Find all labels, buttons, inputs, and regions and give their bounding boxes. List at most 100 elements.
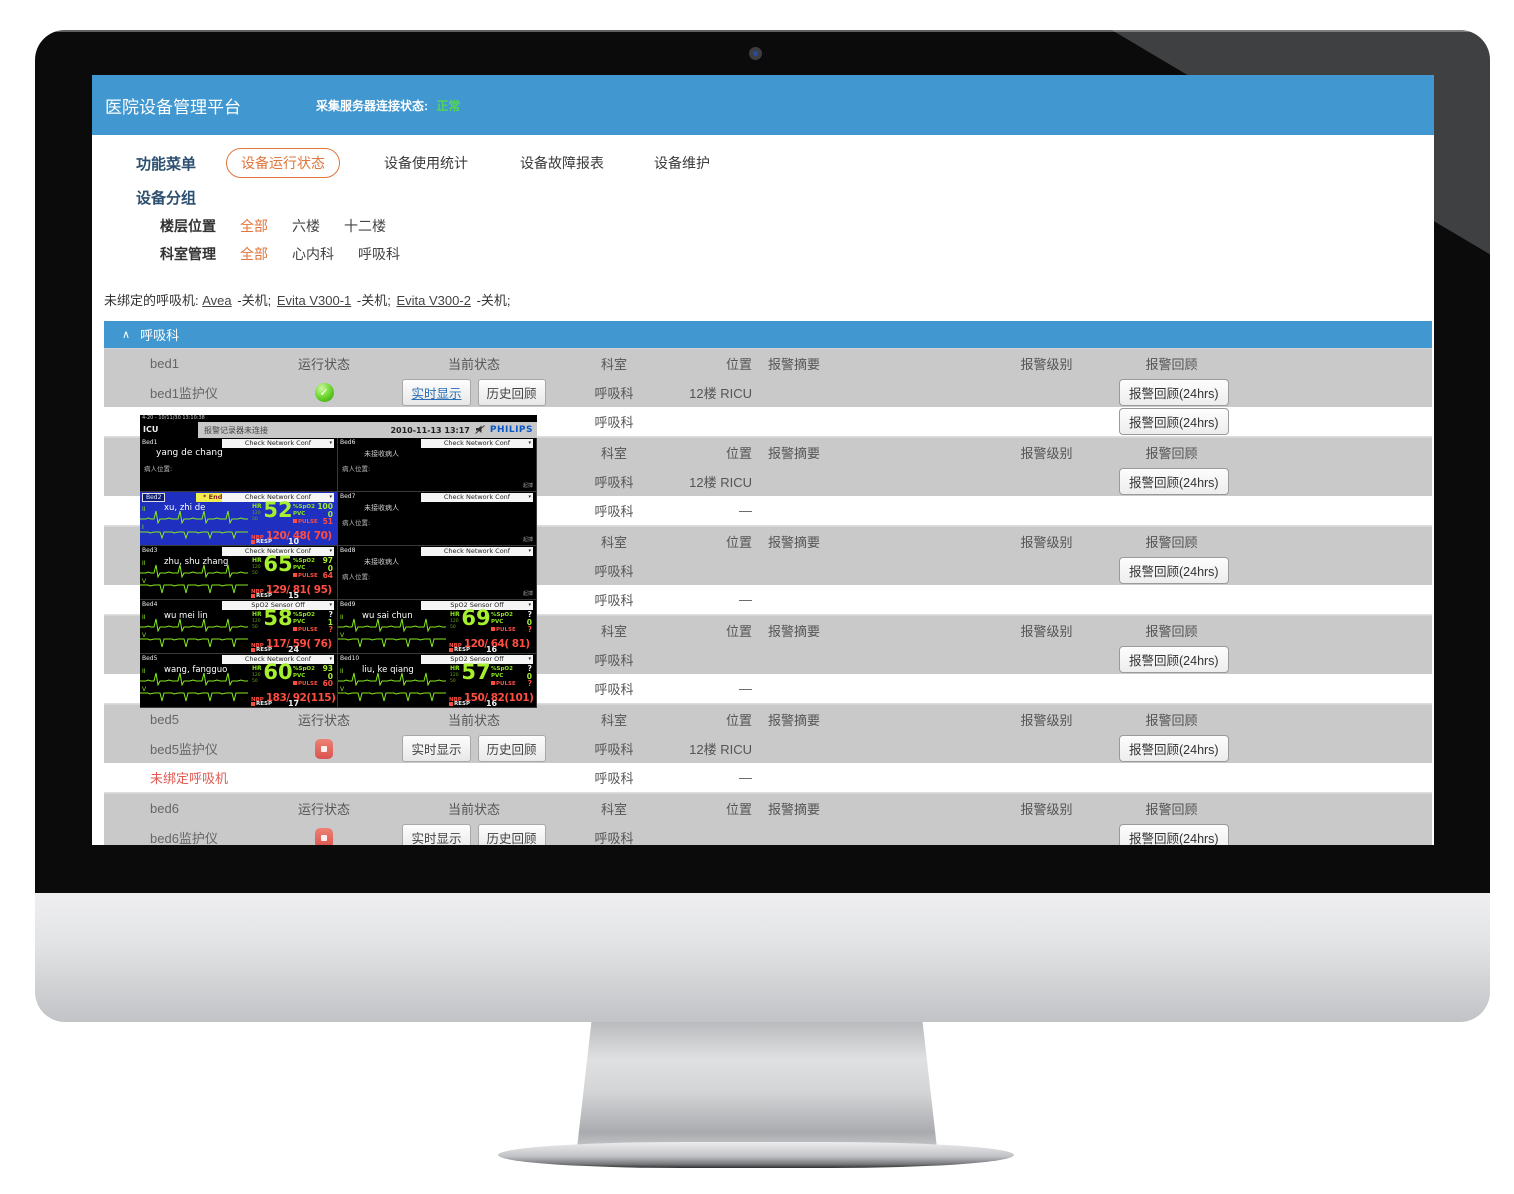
- pulse-value: 51: [322, 517, 333, 527]
- collapse-icon[interactable]: ∧: [122, 329, 131, 341]
- tab-device-running-status[interactable]: 设备运行状态: [226, 148, 341, 178]
- history-review-button[interactable]: 历史回顾: [477, 735, 546, 762]
- device-location: 12楼 RICU: [689, 475, 752, 490]
- alarm-review-24hrs-button[interactable]: 报警回顾(24hrs): [1119, 468, 1229, 495]
- tile-bed-label: Bed3: [142, 547, 158, 554]
- tile-dropdown[interactable]: Check Network Conf ▾: [222, 547, 334, 556]
- ecg-lead-label: V: [142, 686, 147, 693]
- col-dept: 科室: [600, 357, 627, 372]
- hr-limits: 120 50: [450, 619, 459, 630]
- alarm-review-24hrs-button[interactable]: 报警回顾(24hrs): [1119, 557, 1229, 584]
- col-alarm-level: 报警级别: [1020, 535, 1073, 550]
- tile-dropdown[interactable]: Check Network Conf ▾: [222, 493, 334, 502]
- tab-device-fault-report[interactable]: 设备故障报表: [520, 155, 605, 171]
- floor-option-all[interactable]: 全部: [240, 218, 268, 234]
- section-header-respiratory[interactable]: ∧ 呼吸科: [104, 321, 1432, 348]
- history-review-button[interactable]: 历史回顾: [477, 379, 546, 406]
- pvc-label: PVC: [491, 673, 504, 680]
- alarm-review-24hrs-button[interactable]: 报警回顾(24hrs): [1119, 646, 1229, 673]
- no-patient-message: 未接收病人: [364, 558, 399, 566]
- nbp-readout: NBP 150/ 82(101): [449, 692, 534, 704]
- col-alarm-review: 报警回顾: [1145, 535, 1198, 550]
- tile-dropdown[interactable]: Check Network Conf ▾: [222, 655, 334, 664]
- bed-label: bed6: [150, 801, 179, 816]
- history-review-button[interactable]: 历史回顾: [477, 824, 546, 845]
- patient-location-label: 病人位置:: [144, 465, 173, 473]
- ecg-lead-label: II: [142, 506, 146, 513]
- hr-label: HR: [252, 557, 262, 564]
- ventilator-location: —: [739, 770, 752, 785]
- pvc-label: PVC: [293, 565, 306, 572]
- patient-name: liu, ke qiang: [362, 665, 414, 675]
- alarm-review-24hrs-button[interactable]: 报警回顾(24hrs): [1119, 408, 1229, 435]
- ventilator-link-evita-v300-1[interactable]: Evita V300-1: [276, 293, 352, 308]
- group-header-row: bed1 运行状态 当前状态 科室 位置 报警摘要 报警级别 报警回顾: [104, 348, 1432, 378]
- col-location: 位置: [725, 535, 752, 550]
- tile-dropdown[interactable]: SpO2 Sensor Off ▾: [222, 601, 334, 610]
- hr-value: 65: [263, 552, 293, 576]
- status-ok-icon: ✓: [314, 383, 334, 402]
- hr-limits: 120 50: [450, 673, 459, 684]
- spo2-label: %SpO2: [491, 665, 513, 672]
- dept-option-cardiology[interactable]: 心内科: [292, 246, 334, 262]
- tile-dropdown[interactable]: Check Network Conf ▾: [222, 439, 334, 448]
- col-alarm-level: 报警级别: [1020, 357, 1073, 372]
- col-location: 位置: [725, 446, 752, 461]
- tile-dropdown[interactable]: Check Network Conf ▾: [421, 547, 533, 556]
- tile-dropdown[interactable]: SpO2 Sensor Off ▾: [421, 655, 533, 664]
- tab-device-maintenance[interactable]: 设备维护: [654, 155, 711, 171]
- floor-option-6f[interactable]: 六楼: [292, 218, 320, 234]
- alarm-review-24hrs-button[interactable]: 报警回顾(24hrs): [1119, 735, 1229, 762]
- floor-option-12f[interactable]: 十二楼: [344, 218, 386, 234]
- col-alarm-review: 报警回顾: [1145, 357, 1198, 372]
- bed-group: bed1 运行状态 当前状态 科室 位置 报警摘要 报警级别 报警回顾 bed1…: [104, 348, 1432, 437]
- resp-readout: RESP 24: [251, 645, 299, 653]
- ventilator-link-evita-v300-2[interactable]: Evita V300-2: [396, 293, 471, 308]
- webcam-icon: [749, 47, 762, 60]
- col-alarm-summary: 报警摘要: [768, 624, 821, 639]
- device-row: bed1监护仪 ✓ 实时显示 历史回顾 呼吸科 12楼 RICU 报警回顾(24…: [104, 378, 1432, 407]
- patient-location-label: 病人位置:: [342, 519, 371, 527]
- alarm-review-24hrs-button[interactable]: 报警回顾(24hrs): [1119, 379, 1229, 406]
- pulse-label: PULSE: [293, 572, 318, 579]
- ecg-lead-label: II: [142, 560, 146, 567]
- spo2-value: ?: [527, 610, 532, 620]
- device-name: bed5监护仪: [150, 742, 218, 757]
- pvc-label: PVC: [491, 619, 504, 626]
- nbp-readout: NBP 120/ 48( 70): [251, 530, 332, 542]
- col-alarm-level: 报警级别: [1020, 446, 1073, 461]
- monitor-stand-neck: [577, 1022, 937, 1148]
- monitor-chin: [35, 893, 1490, 1022]
- realtime-display-button[interactable]: 实时显示: [402, 735, 471, 762]
- monitor-stand-base: [498, 1142, 1014, 1168]
- ventilator-link-avea[interactable]: Avea: [202, 293, 232, 308]
- tile-dropdown[interactable]: Check Network Conf ▾: [421, 439, 533, 448]
- device-dept: 呼吸科: [594, 653, 634, 668]
- ventilator-location: —: [739, 592, 752, 607]
- realtime-display-button[interactable]: 实时显示: [402, 824, 471, 845]
- spo2-value: 100: [317, 502, 333, 512]
- pvc-value: 0: [526, 671, 532, 681]
- tile-dropdown[interactable]: SpO2 Sensor Off ▾: [421, 601, 533, 610]
- pvc-value: 0: [526, 617, 532, 627]
- tab-device-usage-stats[interactable]: 设备使用统计: [384, 155, 469, 171]
- alarm-review-24hrs-button[interactable]: 报警回顾(24hrs): [1119, 824, 1229, 845]
- hr-label: HR: [252, 503, 262, 510]
- resp-readout: RESP 10: [251, 537, 299, 545]
- device-grouping-title: 设备分组: [136, 190, 197, 207]
- ecg-lead-label: V: [142, 632, 147, 639]
- popup-status-bar: ICU 报警记录器未连接 2010-11-13 13:17 PHILIPS: [140, 422, 537, 438]
- pulse-label: PULSE: [293, 626, 318, 633]
- device-location: 12楼 RICU: [689, 386, 752, 401]
- nbp-readout: NBP 117/ 59( 76): [251, 638, 332, 650]
- server-status-value: 正常: [436, 98, 461, 113]
- ecg-lead-label: II: [142, 614, 146, 621]
- nav-bar: 功能菜单 设备运行状态 设备使用统计 设备故障报表 设备维护: [136, 148, 1434, 178]
- realtime-display-button[interactable]: 实时显示: [402, 379, 471, 406]
- tile-dropdown[interactable]: Check Network Conf ▾: [421, 493, 533, 502]
- ventilator-location: —: [739, 503, 752, 518]
- dept-option-all[interactable]: 全部: [240, 246, 268, 262]
- dept-option-respiratory[interactable]: 呼吸科: [358, 246, 400, 262]
- server-status: 采集服务器连接状态: 正常: [316, 97, 460, 114]
- pvc-value: 0: [327, 509, 333, 519]
